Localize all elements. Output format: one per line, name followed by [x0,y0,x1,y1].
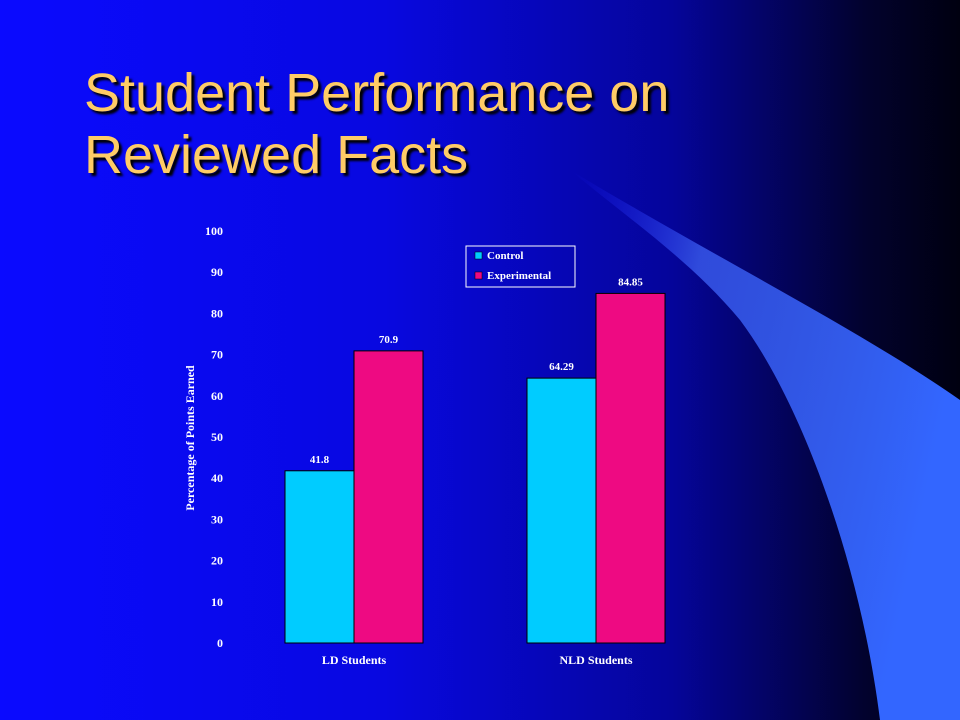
x-category-label: NLD Students [559,653,632,667]
y-tick-label: 30 [211,512,223,526]
y-axis-label: Percentage of Points Earned [183,365,197,511]
legend-label-control: Control [487,250,523,262]
y-tick-label: 40 [211,471,223,485]
x-axis-labels: LD Students NLD Students [322,653,633,667]
y-tick-label: 10 [211,595,223,609]
title-line-2: Reviewed Facts [84,125,469,185]
data-label: 84.85 [618,276,643,288]
swoosh-shape [570,170,960,720]
y-tick-label: 60 [211,389,223,403]
data-labels: 41.8 70.9 64.29 84.85 [310,276,644,465]
y-tick-label: 50 [211,430,223,444]
data-label: 70.9 [379,334,399,346]
bar-experimental-1 [595,292,666,644]
y-tick-label: 70 [211,348,223,362]
legend: Control Experimental [465,245,576,288]
y-tick-label: 0 [217,636,223,650]
bars-group [284,292,666,644]
data-label: 64.29 [549,361,574,373]
y-tick-label: 100 [205,224,223,238]
x-category-label: LD Students [322,653,387,667]
y-tick-label: 80 [211,306,223,320]
title-line-1: Student Performance on [84,63,670,123]
data-label: 41.8 [310,454,330,466]
bar-control-1 [526,377,597,644]
legend-swatch-experimental [474,271,483,280]
bar-experimental-0 [353,350,424,644]
bar-control-0 [284,470,355,644]
y-tick-label: 20 [211,554,223,568]
legend-swatch-control [474,251,483,260]
legend-box [465,245,576,288]
legend-label-experimental: Experimental [487,270,551,282]
slide-title: Student Performance on Reviewed Facts [84,62,844,186]
y-tick-label: 90 [211,265,223,279]
y-axis-ticks: 0 10 20 30 40 50 60 70 80 90 100 [205,224,223,650]
